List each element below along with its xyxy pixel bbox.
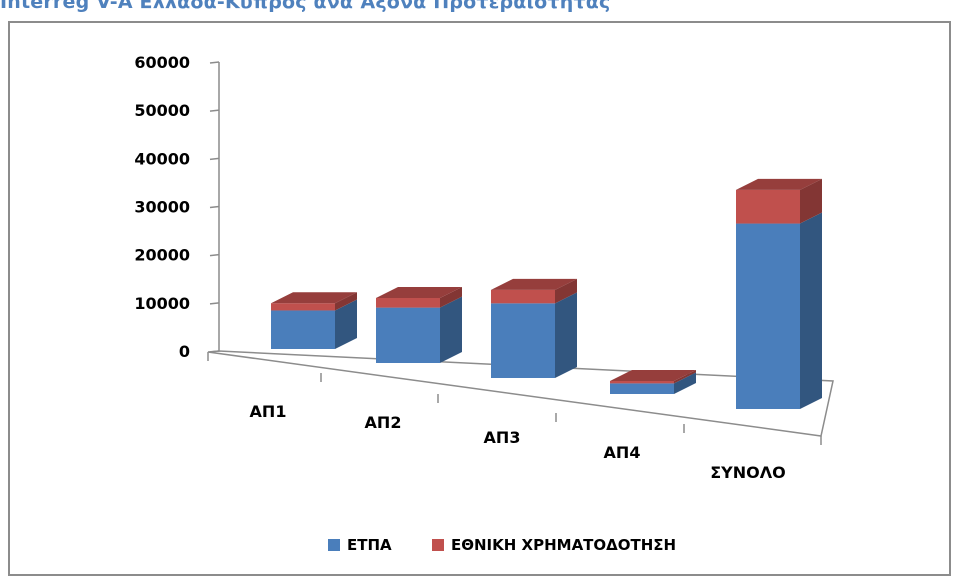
legend-label-national: ΕΘΝΙΚΗ ΧΡΗΜΑΤΟΔΟΤΗΣΗ <box>451 536 677 554</box>
bar-segment-national <box>610 380 674 384</box>
bar-top <box>376 286 462 298</box>
y-tick-mark <box>209 302 220 305</box>
y-tick-label: 40000 <box>134 149 190 168</box>
bar-top <box>491 278 577 290</box>
bar-segment-national <box>736 189 800 224</box>
legend-swatch-national <box>432 539 444 551</box>
legend-item-etpa: ΕΤΠΑ <box>328 536 392 554</box>
legend-label-etpa: ΕΤΠΑ <box>347 536 392 554</box>
legend-item-national: ΕΘΝΙΚΗ ΧΡΗΜΑΤΟΔΟΤΗΣΗ <box>432 536 676 554</box>
y-tick-label: 0 <box>179 342 190 361</box>
y-tick-label: 20000 <box>134 246 190 265</box>
bar-side-etpa <box>440 296 462 363</box>
bar-segment-national <box>376 297 440 308</box>
x-category-label: ΑΠ4 <box>604 443 641 462</box>
y-tick-label: 60000 <box>134 53 190 72</box>
x-category-label: ΑΠ3 <box>484 428 521 447</box>
chart-legend: ΕΤΠΑ ΕΘΝΙΚΗ ΧΡΗΜΑΤΟΔΟΤΗΣΗ <box>0 536 957 558</box>
x-category-label: ΣΥΝΟΛΟ <box>710 463 786 482</box>
bar-top <box>271 292 357 304</box>
bar-side-etpa <box>800 212 822 409</box>
y-tick-mark <box>209 205 220 209</box>
bar-side-national <box>674 369 696 384</box>
bars-layer <box>271 178 822 409</box>
y-tick-mark <box>209 109 220 112</box>
axes-layer <box>207 61 834 445</box>
y-tick-mark <box>209 157 220 161</box>
page-title: Interreg V-A Ελλάδα-Κύπρος ανά Άξονα Προ… <box>0 0 611 13</box>
x-category-label: ΑΠ1 <box>250 402 287 421</box>
bar-side-national <box>555 278 577 304</box>
y-tick-label: 50000 <box>134 101 190 120</box>
bar-side-national <box>800 178 822 224</box>
bar-segment-etpa <box>610 383 674 394</box>
bar-segment-etpa <box>376 307 440 363</box>
bar-side-national <box>335 292 357 311</box>
bar-segment-national <box>491 289 555 304</box>
bar-segment-etpa <box>271 310 335 349</box>
bar-side-national <box>440 286 462 308</box>
y-tick-mark <box>209 350 220 353</box>
bar-segment-etpa <box>491 303 555 378</box>
bar-segment-national <box>271 303 335 311</box>
bar-top <box>610 369 696 381</box>
y-tick-mark <box>209 61 220 64</box>
labels-layer: 0 10000 20000 30000 40000 50000 60000 ΑΠ1 ΑΠ2 ΑΠ3… <box>134 53 785 482</box>
y-tick-label: 10000 <box>134 294 190 313</box>
legend-swatch-etpa <box>328 539 340 551</box>
y-tick-label: 30000 <box>134 198 190 217</box>
bar-segment-etpa <box>736 223 800 409</box>
bar-top <box>736 178 822 190</box>
bar-side-etpa <box>335 299 357 349</box>
bar-side-etpa <box>674 372 696 394</box>
bar-side-etpa <box>555 292 577 378</box>
x-category-label: ΑΠ2 <box>365 413 402 432</box>
y-tick-mark <box>209 253 220 257</box>
